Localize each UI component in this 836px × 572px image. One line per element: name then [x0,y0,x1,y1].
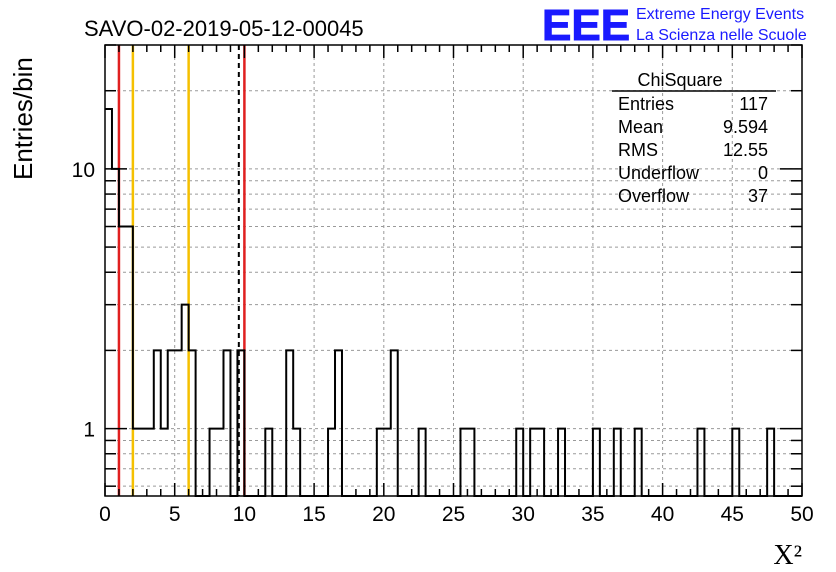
histogram-bin [328,429,335,496]
stats-label: Overflow [618,186,690,206]
chart-title: SAVO-02-2019-05-12-00045 [84,16,364,41]
histogram-bin [767,429,774,496]
histogram-bin [593,429,600,496]
x-tick-label: 5 [169,503,181,526]
histogram-bin [265,429,272,496]
x-tick-label: 35 [581,503,604,526]
histogram-bin [293,429,300,496]
histogram-bin [189,350,196,496]
x-tick-label: 40 [651,503,674,526]
x-tick-label: 50 [790,503,813,526]
histogram-bin [391,350,398,496]
x-tick-label: 10 [233,503,256,526]
histogram-bin [286,350,293,496]
stats-title: ChiSquare [637,70,722,90]
histogram-bin [516,429,523,496]
stats-label: Underflow [618,163,700,183]
histogram-bin [537,429,544,496]
histogram-bin [614,429,621,496]
eee-logo-line2: La Scienza nelle Scuole [636,27,807,44]
histogram-bin [335,350,342,496]
histogram-bin [112,169,119,496]
stats-label: Mean [618,117,663,137]
stats-value: 9.594 [723,117,768,137]
histogram-bin [530,429,537,496]
histogram-bin [558,429,565,496]
x-tick-label: 30 [512,503,535,526]
x-tick-label: 15 [302,503,325,526]
histogram-bin [182,305,189,496]
x-tick-label: 0 [99,503,111,526]
histogram-bin [126,227,133,496]
stats-value: 12.55 [723,140,768,160]
histogram-bin [237,350,244,496]
histogram-bin [119,227,126,496]
histogram-bin [732,429,739,496]
histogram-bin [223,350,230,496]
stats-value: 117 [739,94,768,114]
x-axis-label: X² [773,540,802,571]
stats-rows: Entries 117 Mean 9.594 RMS 12.55 Underflow 0 Ove… [618,94,768,206]
x-tick-label: 25 [442,503,465,526]
x-tick-label: 20 [372,503,395,526]
histogram-bin [460,429,467,496]
stats-value: 37 [748,186,768,206]
histogram-bin [140,429,147,496]
stats-value: 0 [758,163,768,183]
histogram-bin [377,429,384,496]
histogram-bin [697,429,704,496]
eee-logo-mark: EEE [542,1,630,50]
y-tick-label: 10 [72,159,95,182]
histogram-bin [384,429,391,496]
histogram-bin [168,350,175,496]
histogram-bin [133,429,140,496]
histogram-bin [161,429,168,496]
histogram-bin [210,429,217,496]
eee-logo: EEE Extreme Energy Events La Scienza nel… [542,1,807,50]
y-axis-label: Entries/bin [8,57,38,180]
histogram-bin [467,429,474,496]
histogram-bin [635,429,642,496]
histogram-bin [147,429,154,496]
eee-logo-line1: Extreme Energy Events [636,6,804,23]
y-tick-label: 1 [83,419,95,442]
x-tick-label: 45 [721,503,744,526]
histogram-bin [217,429,224,496]
stats-box: ChiSquare Entries 117 Mean 9.594 RMS 12.55 Und… [612,70,776,206]
histogram-bin [419,429,426,496]
histogram-bin [105,109,112,496]
histogram-bin [154,350,161,496]
stats-label: Entries [618,94,674,114]
histogram-bin [175,350,182,496]
stats-label: RMS [618,140,658,160]
